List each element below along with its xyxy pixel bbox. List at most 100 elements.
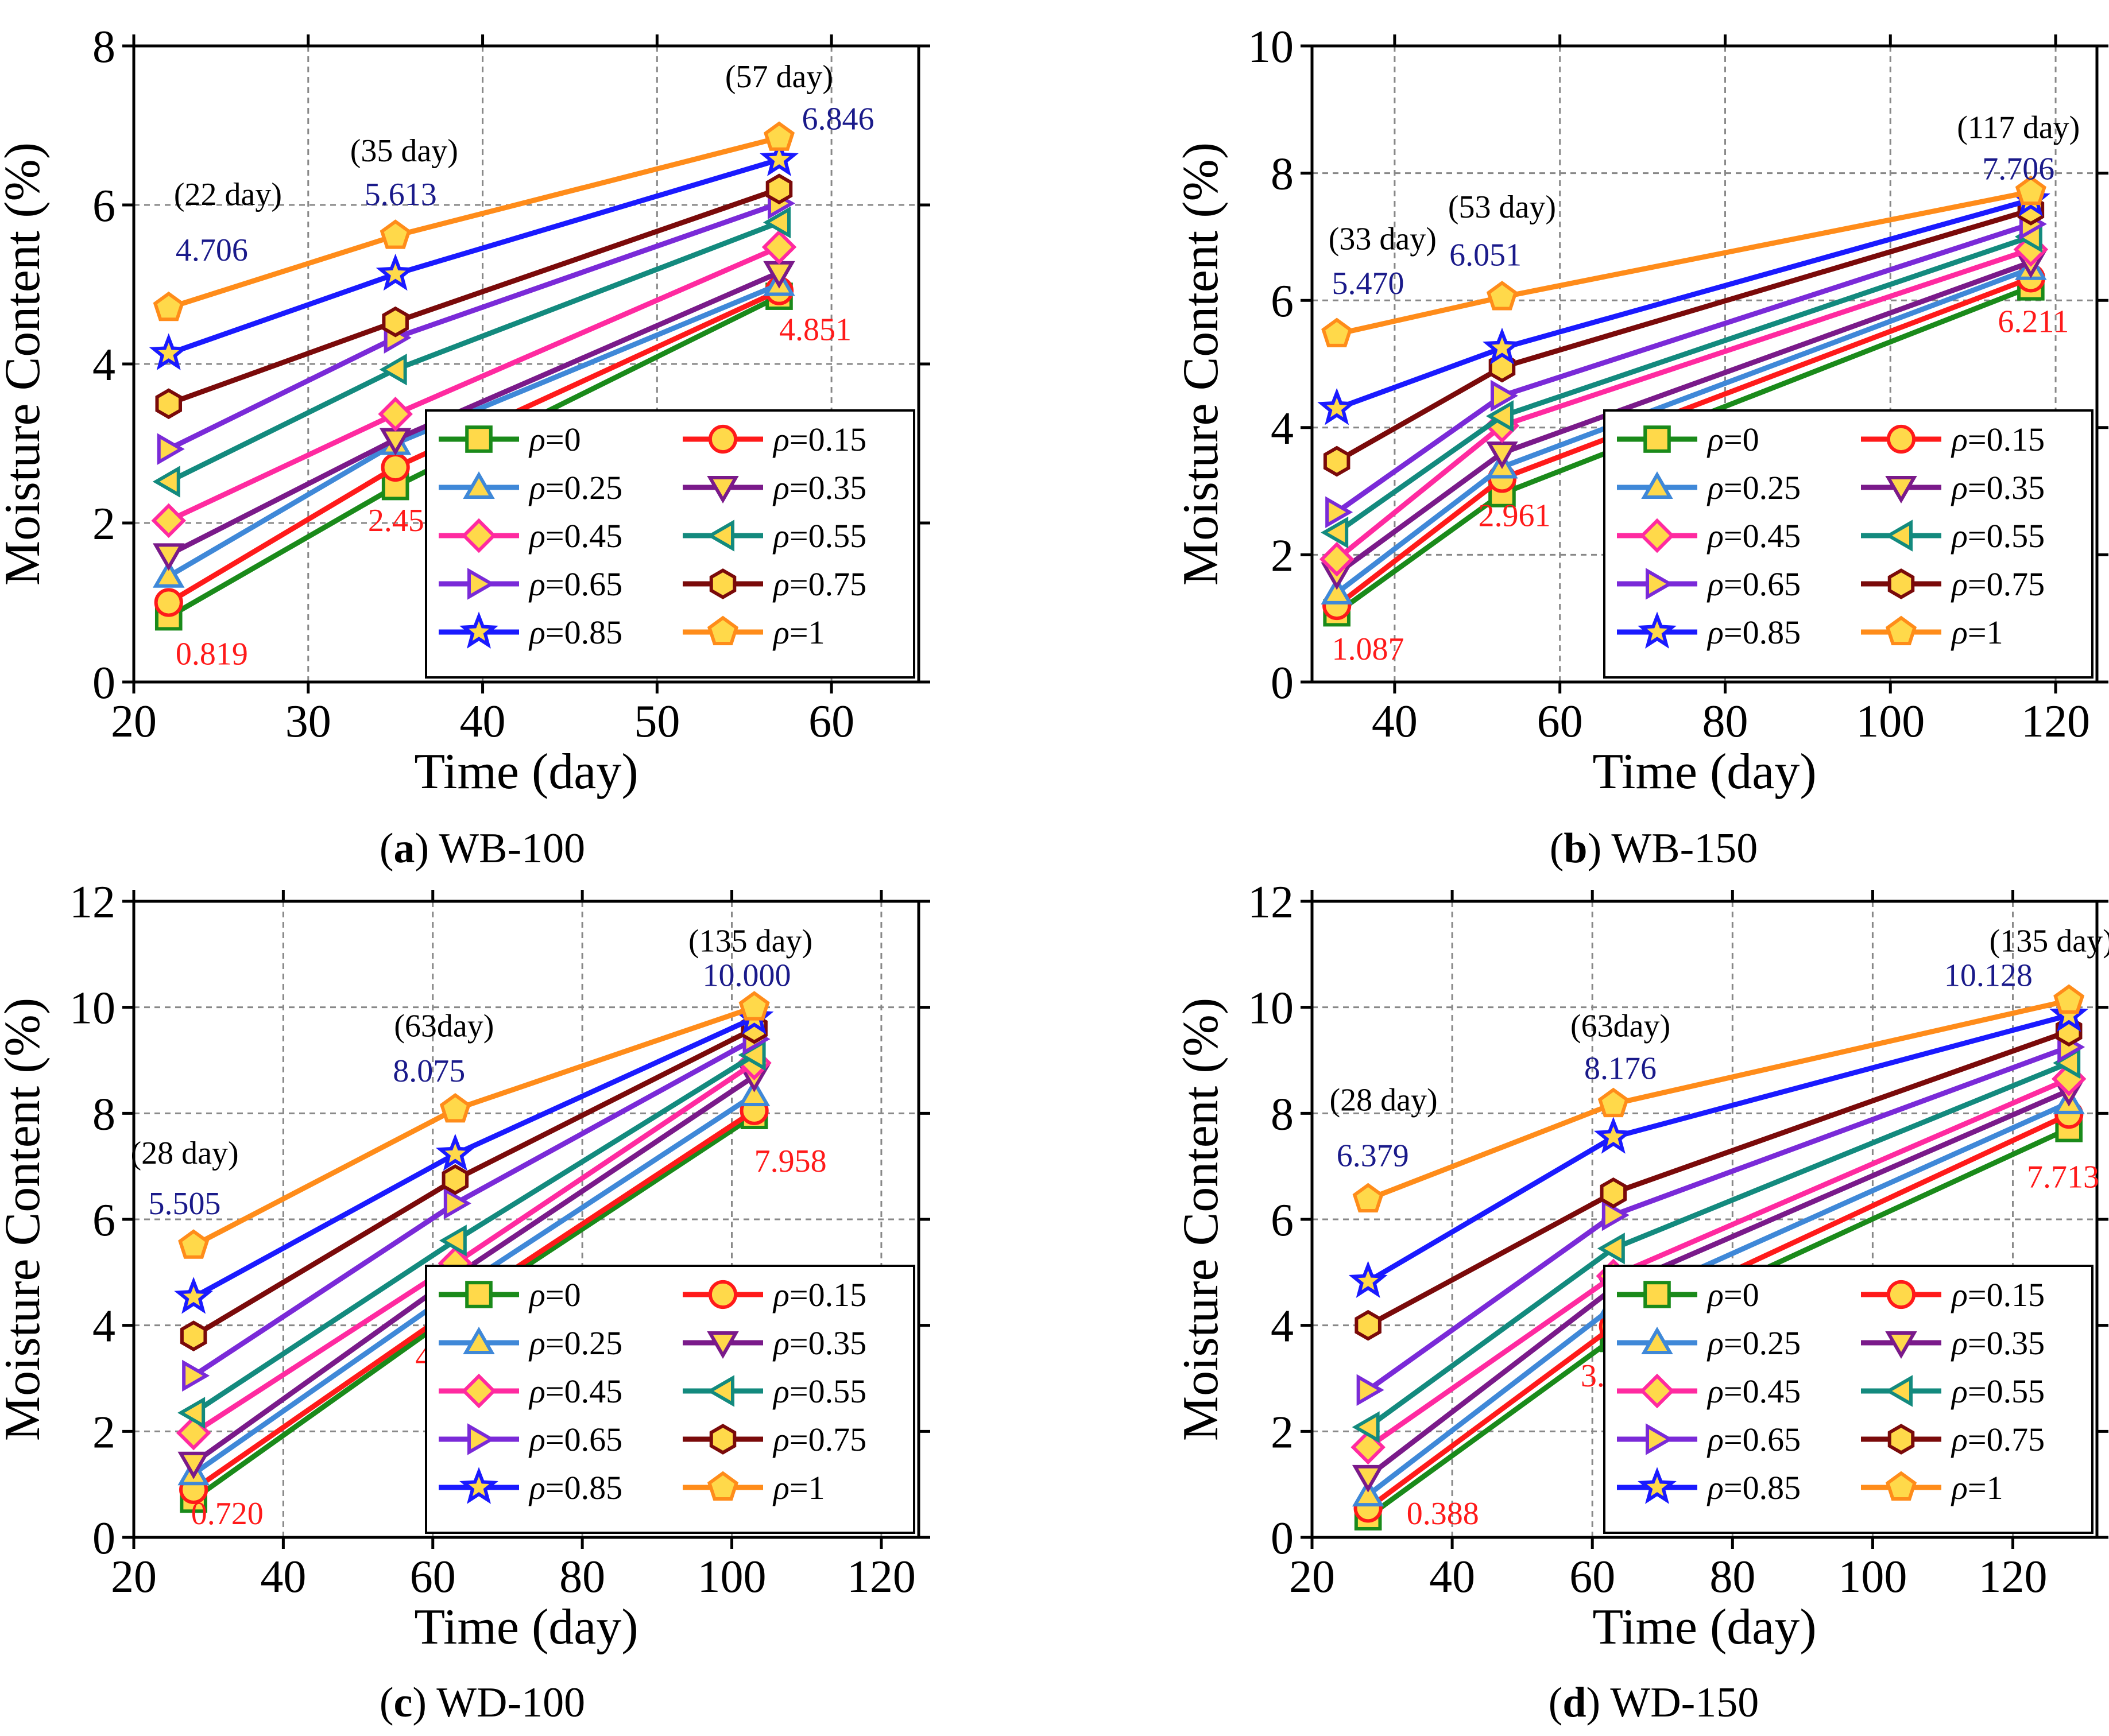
legend-swatch-marker [707, 1375, 734, 1407]
legend-value: 0.15 [808, 421, 867, 458]
legend-value: 0.65 [564, 1421, 623, 1458]
x-tick-label: 20 [1289, 1552, 1335, 1602]
legend-item: ρ=0.45 [439, 1373, 622, 1410]
legend-value: 0.85 [1743, 1469, 1801, 1506]
data-point [1319, 541, 1355, 577]
legend-item: ρ=0.75 [683, 1421, 866, 1458]
x-tick-label: 120 [847, 1552, 916, 1602]
y-tick-label: 12 [1248, 877, 1294, 928]
y-tick-label: 0 [1271, 658, 1294, 708]
legend-rho-symbol: ρ [528, 1469, 545, 1506]
y-tick-label: 6 [92, 1195, 115, 1246]
legend-rho-symbol: ρ [528, 469, 545, 506]
legend-value: 0.75 [808, 565, 867, 603]
y-tick-label: 0 [92, 1513, 115, 1564]
legend-equals: = [1724, 469, 1743, 506]
data-point [765, 173, 793, 205]
legend-rho-symbol: ρ [1706, 565, 1724, 603]
annotation: (28 day) [130, 1136, 238, 1171]
x-tick-label: 80 [1709, 1552, 1755, 1602]
legend-label: ρ=0.15 [772, 421, 866, 458]
data-point [1352, 1411, 1380, 1443]
legend: ρ=0 ρ=0.15ρ=0.25 ρ=0.35ρ=0.45 ρ=0.55ρ=0.65 ρ… [425, 1265, 915, 1534]
annotation: (135 day) [1990, 924, 2109, 959]
data-point [180, 1320, 207, 1351]
series-line [168, 187, 780, 406]
x-tick-label: 60 [1537, 696, 1583, 747]
legend-rho-symbol: ρ [1951, 517, 1968, 555]
x-axis-title: Time (day) [414, 744, 638, 800]
x-tick-label: 100 [1838, 1552, 1907, 1602]
data-point [1593, 1117, 1633, 1154]
series-line [1367, 998, 2070, 1202]
legend-label: ρ=0 [1706, 1276, 1759, 1313]
annotation: 2.961 [1479, 498, 1551, 534]
series-rho-0_65 [182, 1023, 771, 1392]
legend-rho-symbol: ρ [772, 1373, 790, 1410]
legend-item: ρ=0.55 [683, 517, 866, 555]
legend-label: ρ=1 [1951, 614, 2003, 651]
legend-label: ρ=0.45 [1706, 517, 1801, 555]
data-point [1321, 576, 1353, 604]
legend-item: ρ=0.85 [1617, 611, 1801, 651]
data-point [439, 1093, 471, 1123]
legend-equals: = [1968, 1324, 1987, 1362]
legend-value: 1 [808, 1469, 825, 1506]
data-point [1325, 496, 1353, 528]
legend-swatch-marker [707, 1471, 739, 1501]
data-point [178, 1229, 210, 1259]
legend-swatch-marker [467, 568, 495, 600]
panel-caption: (b) WB-150 [1550, 825, 1758, 872]
caption-paren-close: ) [1588, 825, 1602, 872]
caption-text: WD-150 [1600, 1679, 1759, 1726]
y-tick-label: 6 [1271, 276, 1294, 327]
annotation: 0.388 [1407, 1496, 1479, 1532]
annotation: 0.819 [176, 637, 248, 672]
y-axis-title: Moisture Content (%) [0, 998, 51, 1441]
y-tick-label: 4 [92, 1301, 115, 1352]
legend-label: ρ=1 [1951, 1469, 2003, 1506]
caption-text: WD-100 [427, 1679, 585, 1726]
annotation: (22 day) [174, 177, 282, 212]
legend-equals: = [790, 421, 808, 458]
x-tick-label: 20 [111, 1552, 157, 1602]
legend-rho-symbol: ρ [772, 565, 790, 603]
legend-value: 0.55 [808, 517, 867, 555]
legend-swatch-marker [707, 615, 739, 645]
x-tick-label: 80 [1702, 696, 1748, 747]
legend: ρ=0 ρ=0.15ρ=0.25 ρ=0.35ρ=0.45 ρ=0.55ρ=0.65 ρ… [425, 409, 915, 679]
data-point [1597, 1087, 1629, 1118]
annotation: (63day) [394, 1008, 494, 1044]
data-point [152, 466, 180, 498]
series-rho-0_85 [1348, 994, 2089, 1298]
legend-item: ρ=1 [1861, 614, 2003, 651]
annotation: (57 day) [725, 59, 833, 95]
x-axis-title: Time (day) [1592, 1599, 1816, 1655]
legend-value: 1 [1987, 1469, 2003, 1506]
legend-rho-symbol: ρ [528, 614, 545, 651]
x-tick-label: 120 [1979, 1552, 2048, 1602]
y-axis-title: Moisture Content (%) [1173, 142, 1229, 586]
legend-equals: = [545, 1373, 564, 1410]
legend-value: 0.35 [808, 469, 867, 506]
legend-rho-symbol: ρ [528, 565, 545, 603]
series-rho-0_45 [151, 230, 797, 538]
legend-label: ρ=0.35 [772, 1324, 866, 1362]
y-tick-label: 2 [92, 1407, 115, 1458]
data-point [1323, 445, 1350, 477]
legend-swatch-marker [1639, 518, 1675, 553]
legend-swatch-marker [1885, 520, 1913, 552]
legend-label: ρ=0.35 [772, 469, 866, 506]
annotation: (135 day) [688, 924, 812, 959]
legend-equals: = [790, 1469, 808, 1506]
legend-equals: = [1724, 517, 1743, 555]
annotation: 5.505 [149, 1186, 221, 1222]
legend-value: 0.25 [1743, 469, 1801, 506]
legend-label: ρ=0.85 [1706, 1469, 1801, 1506]
legend-equals: = [1968, 565, 1987, 603]
legend-item: ρ=0 [439, 421, 581, 458]
x-tick-label: 120 [2021, 696, 2090, 747]
y-tick-label: 8 [92, 1089, 115, 1140]
legend-equals: = [545, 1469, 564, 1506]
